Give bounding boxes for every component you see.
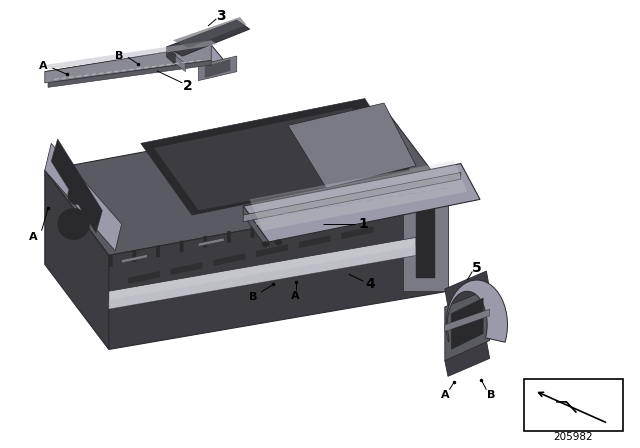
Text: A: A [291,291,300,301]
Polygon shape [446,280,508,342]
Polygon shape [298,216,301,228]
Polygon shape [45,170,109,349]
Polygon shape [68,185,84,205]
Polygon shape [109,255,113,267]
Polygon shape [156,246,160,257]
Polygon shape [180,241,184,253]
Polygon shape [109,237,416,309]
Text: B: B [115,51,124,60]
Polygon shape [122,254,147,263]
Text: 2: 2 [183,79,193,93]
Polygon shape [299,235,331,248]
Polygon shape [166,20,250,56]
Polygon shape [345,207,349,219]
Polygon shape [166,47,176,65]
Polygon shape [369,202,372,214]
Polygon shape [416,202,435,278]
Polygon shape [48,60,211,87]
Polygon shape [445,271,490,307]
Bar [524,379,623,431]
Polygon shape [198,56,237,81]
Polygon shape [243,172,461,222]
Text: B: B [487,390,496,400]
Text: 1: 1 [358,217,369,231]
Polygon shape [321,211,325,224]
Polygon shape [445,309,490,332]
Polygon shape [275,221,301,230]
Polygon shape [128,271,160,284]
Polygon shape [45,45,211,83]
Polygon shape [141,99,410,215]
Text: B: B [248,292,257,302]
Polygon shape [45,45,224,83]
Polygon shape [251,226,255,238]
Polygon shape [204,236,207,248]
Polygon shape [205,59,230,78]
Polygon shape [243,206,269,251]
Polygon shape [274,221,278,233]
Polygon shape [288,103,416,188]
Text: A: A [440,390,449,400]
Polygon shape [227,231,231,243]
Polygon shape [250,160,467,231]
Text: A: A [29,232,38,241]
Polygon shape [45,40,218,69]
Text: 3: 3 [216,9,226,23]
Polygon shape [445,289,490,361]
Text: A: A [39,61,48,71]
Polygon shape [341,226,373,239]
Polygon shape [403,193,448,291]
Polygon shape [173,17,246,48]
Polygon shape [171,262,203,275]
Polygon shape [243,164,480,242]
Polygon shape [109,193,448,349]
Polygon shape [154,108,390,211]
Polygon shape [451,298,483,349]
Text: 4: 4 [365,277,375,292]
Text: 5: 5 [472,261,482,275]
Polygon shape [392,197,396,209]
Polygon shape [445,340,490,376]
Polygon shape [275,240,282,245]
Polygon shape [109,246,416,309]
Polygon shape [45,108,448,255]
Polygon shape [256,244,288,257]
Polygon shape [45,143,122,251]
Polygon shape [51,139,102,233]
Polygon shape [132,250,136,262]
Polygon shape [416,192,420,204]
Polygon shape [198,238,224,246]
Polygon shape [213,253,245,266]
Polygon shape [58,208,90,240]
Polygon shape [175,56,186,72]
Text: 205982: 205982 [553,432,593,442]
Polygon shape [262,241,269,247]
